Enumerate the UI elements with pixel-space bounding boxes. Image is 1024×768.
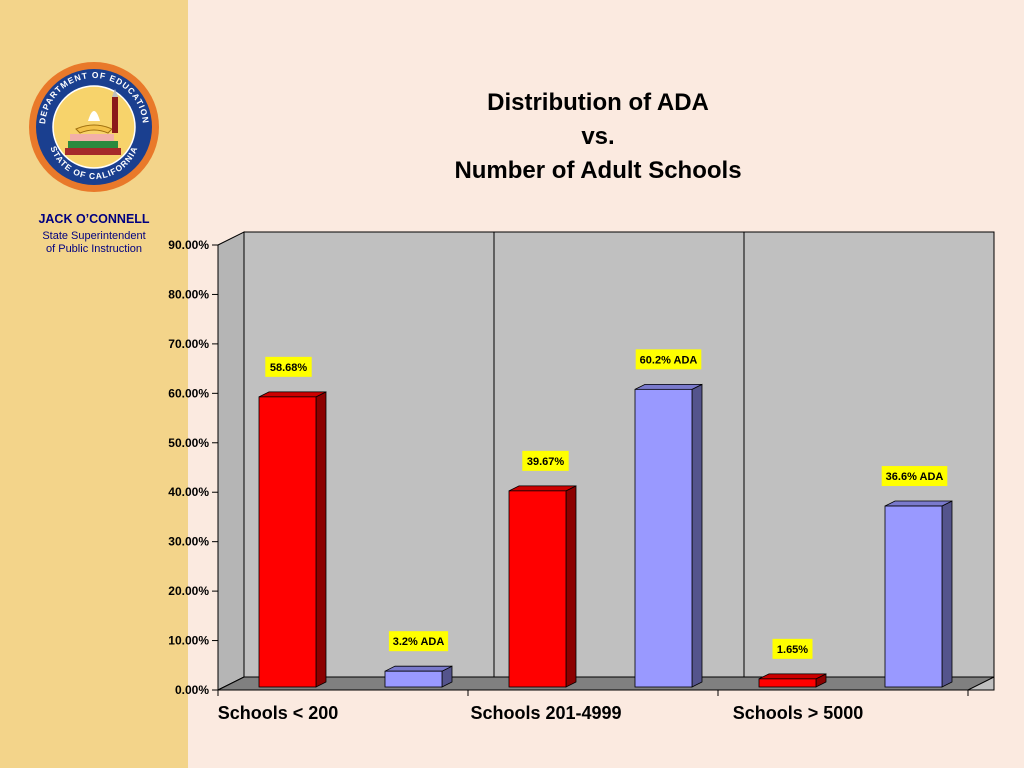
data-label: 36.6% ADA (886, 471, 944, 483)
category-label: Schools > 5000 (733, 703, 864, 723)
bar (508, 490, 567, 688)
y-tick-label: 30.00% (168, 535, 209, 549)
y-tick-label: 20.00% (168, 584, 209, 598)
bar-top (884, 500, 953, 507)
data-label-background (881, 466, 948, 487)
bar-side (565, 485, 577, 688)
data-label-background (772, 638, 813, 659)
bar-top (258, 391, 327, 398)
chart-title-line-1: Distribution of ADA (487, 89, 709, 116)
y-tick-label: 70.00% (168, 337, 209, 351)
y-tick-label: 50.00% (168, 436, 209, 450)
y-tick-label: 10.00% (168, 634, 209, 648)
y-tick-label: 80.00% (168, 287, 209, 301)
plot-floor (217, 676, 995, 691)
y-tick-label: 40.00% (168, 485, 209, 499)
chart-title-line-2: vs. (581, 123, 615, 150)
owner-title: State Superintendent of Public Instructi… (42, 230, 146, 255)
department-of-education-seal-icon: DEPARTMENT OF EDUCATION STATE OF CALIFOR… (29, 62, 159, 192)
data-label: 39.67% (527, 456, 565, 468)
data-label-background (265, 356, 312, 377)
bar-side (315, 391, 327, 688)
owner-name: JACK O’CONNELL (38, 212, 150, 226)
data-label: 1.65% (777, 644, 808, 656)
y-tick-label: 60.00% (168, 386, 209, 400)
data-label-background (635, 349, 702, 370)
bar-side (691, 383, 703, 688)
plot-back-wall (243, 231, 995, 691)
data-label: 58.68% (270, 362, 308, 374)
data-label: 3.2% ADA (393, 636, 445, 648)
bar-top (384, 665, 453, 672)
bar-top (508, 485, 577, 492)
sidebar: DEPARTMENT OF EDUCATION STATE OF CALIFOR… (0, 0, 188, 768)
bar-top (758, 673, 827, 680)
bar (258, 396, 317, 688)
bar-top (634, 383, 703, 390)
chart-title: Distribution of ADA vs. Number of Adult … (398, 86, 798, 188)
bar (634, 388, 693, 688)
plot-side-wall (217, 231, 245, 691)
bar-side (941, 500, 953, 688)
y-tick-label: 0.00% (175, 683, 209, 697)
category-label: Schools < 200 (218, 703, 339, 723)
y-tick-label: 90.00% (168, 238, 209, 252)
bar (758, 678, 817, 688)
bar-chart: 0.00% 10.00% 20.00% 30.00% 40.00% 50.00% 60.00… (168, 231, 995, 723)
data-label-background (388, 631, 449, 652)
category-label: Schools 201-4999 (470, 703, 621, 723)
data-label: 60.2% ADA (640, 354, 698, 366)
bar (884, 505, 943, 688)
data-label-background (522, 450, 569, 471)
chart-title-line-3: Number of Adult Schools (454, 157, 742, 184)
bar (384, 670, 443, 688)
